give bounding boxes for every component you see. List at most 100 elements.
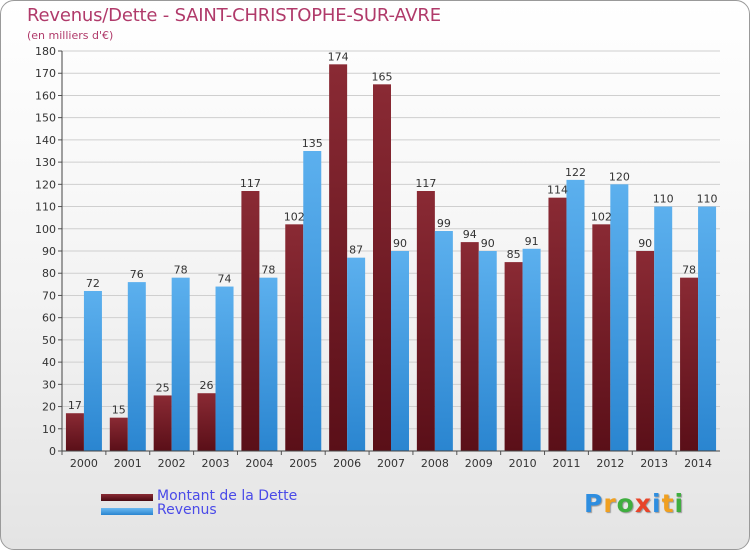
x-tick-label: 2014: [684, 457, 712, 470]
value-label: 165: [372, 70, 393, 83]
bar-debt: [65, 413, 84, 451]
value-labels: 17 72 15 76 25 78 26 74 117 78 102 135 174 87 165 90 117…: [68, 50, 718, 416]
bar-revenue: [434, 231, 453, 451]
value-label: 78: [261, 264, 275, 277]
value-label: 99: [437, 217, 451, 230]
value-label: 122: [565, 166, 586, 179]
value-label: 94: [463, 228, 477, 241]
x-tick-label: 2012: [596, 457, 624, 470]
bar-debt: [504, 262, 523, 451]
bar-revenue: [83, 291, 102, 451]
y-axis-ticks: 0 10 20 30 40 50 60 70 80 90 100 110 120 130 140 150 160…: [35, 45, 62, 458]
bar-revenue: [478, 251, 497, 451]
value-label: 90: [638, 237, 652, 250]
value-label: 114: [547, 184, 568, 197]
y-tick-label: 0: [49, 445, 56, 458]
y-tick-label: 170: [35, 67, 56, 80]
y-tick-label: 80: [42, 267, 56, 280]
x-tick-label: 2009: [465, 457, 493, 470]
y-tick-label: 180: [35, 45, 56, 58]
y-tick-label: 150: [35, 112, 56, 125]
value-label: 78: [682, 264, 696, 277]
bar-debt: [680, 277, 699, 451]
value-label: 91: [525, 235, 539, 248]
value-label: 117: [415, 177, 436, 190]
bars: [65, 64, 717, 452]
bar-revenue: [127, 282, 146, 451]
bar-debt: [109, 417, 128, 451]
value-label: 135: [302, 137, 323, 150]
value-label: 90: [481, 237, 495, 250]
x-tick-label: 2005: [289, 457, 317, 470]
value-label: 74: [218, 273, 232, 286]
y-tick-label: 40: [42, 356, 56, 369]
logo-letter: i: [652, 489, 662, 518]
x-tick-label: 2001: [114, 457, 142, 470]
bar-revenue: [522, 248, 541, 451]
x-tick-label: 2013: [640, 457, 668, 470]
legend-label-debt: Montant de la Dette: [157, 488, 298, 504]
logo-letter: t: [661, 489, 675, 518]
bar-revenue: [698, 206, 717, 451]
bar-debt: [636, 251, 655, 451]
y-tick-label: 60: [42, 312, 56, 325]
bar-revenue: [654, 206, 673, 451]
value-label: 76: [130, 268, 144, 281]
y-tick-label: 30: [42, 378, 56, 391]
value-label: 72: [86, 277, 100, 290]
bar-revenue: [303, 151, 322, 451]
bar-debt: [241, 191, 260, 451]
value-label: 25: [156, 381, 170, 394]
y-tick-label: 90: [42, 245, 56, 258]
value-label: 17: [68, 399, 82, 412]
logo-letter: x: [634, 489, 652, 518]
bar-debt: [329, 64, 348, 452]
value-label: 110: [653, 193, 674, 206]
x-tick-label: 2007: [377, 457, 405, 470]
bar-debt: [460, 242, 479, 451]
x-tick-label: 2002: [158, 457, 186, 470]
logo-letter: r: [603, 489, 617, 518]
y-tick-label: 100: [35, 223, 56, 236]
x-tick-label: 2011: [552, 457, 580, 470]
bar-revenue: [347, 257, 366, 451]
value-label: 110: [697, 193, 718, 206]
logo-letter: i: [674, 489, 685, 518]
proxiti-logo: Proxiti: [584, 489, 684, 518]
y-tick-label: 110: [35, 201, 56, 214]
x-tick-label: 2008: [421, 457, 449, 470]
y-tick-label: 130: [35, 156, 56, 169]
legend-swatch-revenue: [101, 508, 153, 515]
bar-revenue: [610, 184, 629, 452]
bar-revenue: [566, 179, 585, 451]
bar-debt: [197, 393, 216, 451]
bar-debt: [416, 191, 435, 451]
x-tick-label: 2004: [245, 457, 273, 470]
bar-debt: [285, 224, 304, 451]
chart-subtitle: (en milliers d'€): [27, 29, 114, 42]
bar-revenue: [391, 251, 409, 451]
value-label: 120: [609, 170, 630, 183]
bar-revenue: [259, 277, 278, 451]
legend-swatch-debt: [101, 494, 153, 501]
legend-label-revenue: Revenus: [157, 502, 217, 518]
bar-revenue: [215, 286, 234, 451]
value-label: 90: [393, 237, 407, 250]
x-axis-ticks: 2000 2001 2002 2003 2004 2005 2006 2007 2008 2009…: [61, 451, 712, 470]
x-tick-label: 2000: [70, 457, 98, 470]
value-label: 15: [112, 404, 126, 417]
chart-title: Revenus/Dette - SAINT-CHRISTOPHE-SUR-AVR…: [27, 5, 441, 26]
value-label: 102: [284, 210, 305, 223]
logo-letter: P: [584, 489, 604, 518]
y-tick-label: 50: [42, 334, 56, 347]
value-label: 78: [174, 264, 188, 277]
y-tick-label: 140: [35, 134, 56, 147]
y-tick-label: 10: [42, 423, 56, 436]
x-tick-label: 2006: [333, 457, 361, 470]
y-tick-label: 120: [35, 178, 56, 191]
value-label: 117: [240, 177, 261, 190]
bar-debt: [153, 395, 172, 451]
value-label: 85: [507, 248, 521, 261]
